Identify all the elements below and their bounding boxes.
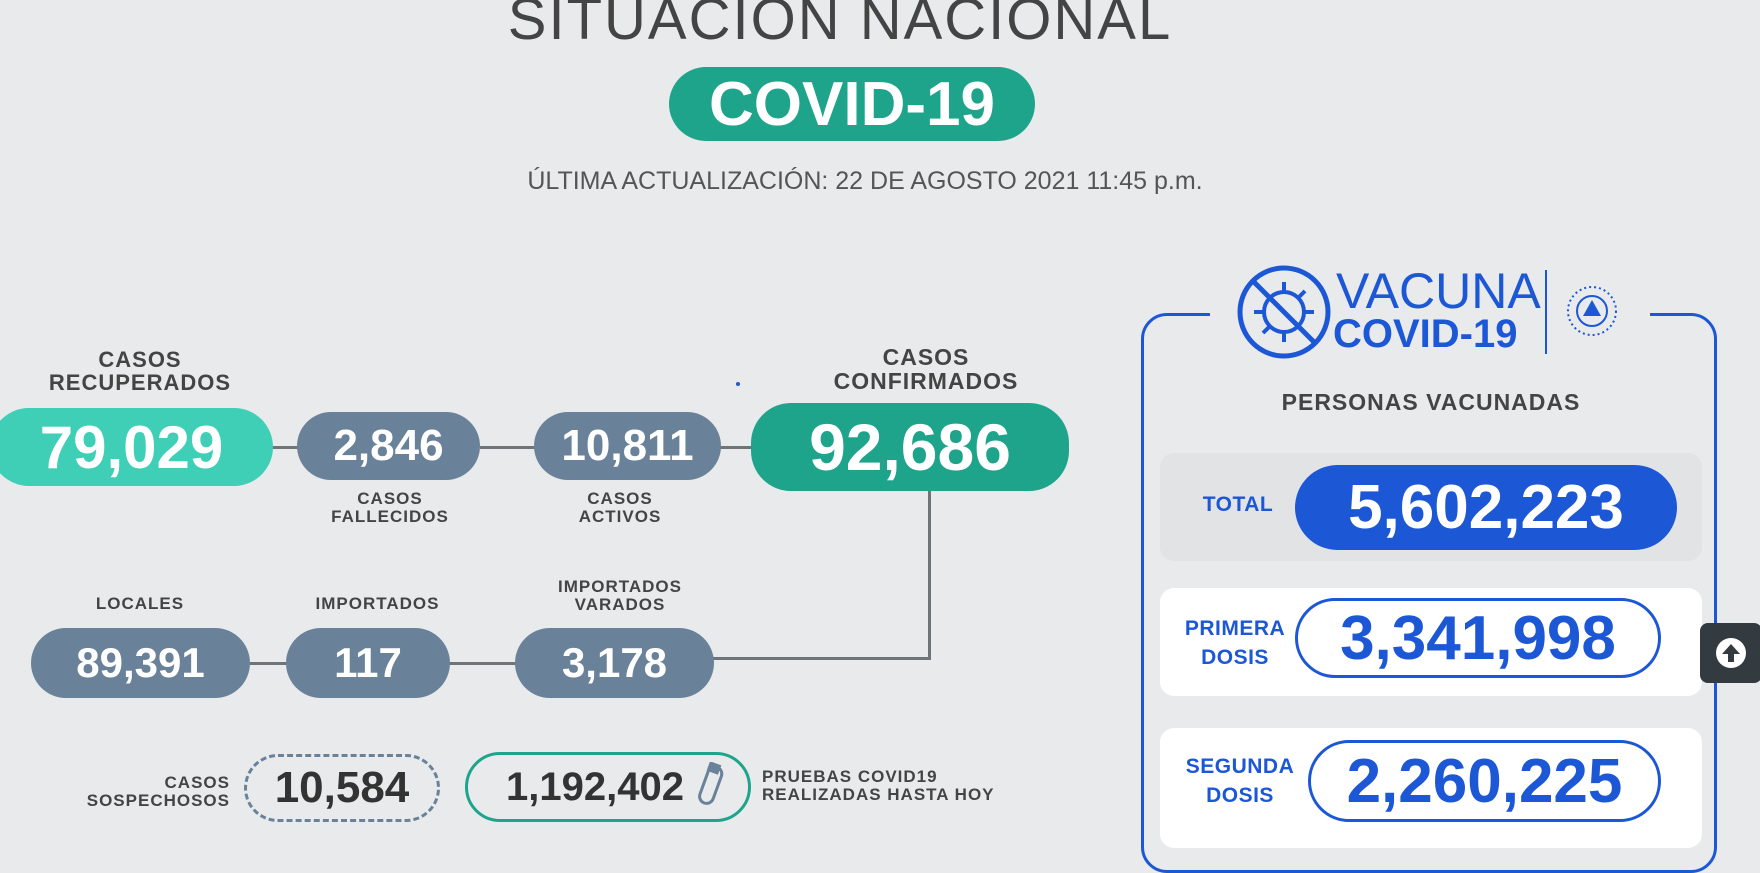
vaccinated-heading: PERSONAS VACUNADAS xyxy=(1281,389,1581,415)
fallecidos-value: 2,846 xyxy=(297,412,480,480)
test-tube-icon xyxy=(690,762,724,812)
connector-line xyxy=(480,446,535,449)
vaccine-logo-bottom: COVID-19 xyxy=(1333,312,1518,356)
locales-value: 89,391 xyxy=(31,628,250,698)
primera-box xyxy=(1160,588,1702,696)
primera-value: 3,341,998 xyxy=(1295,598,1661,678)
recuperados-value: 79,029 xyxy=(0,408,273,486)
activos-value: 10,811 xyxy=(534,412,721,480)
importados-value: 117 xyxy=(286,628,450,698)
virus-crossed-icon xyxy=(1236,264,1332,360)
sospechosos-label: CASOS SOSPECHOSOS xyxy=(86,773,230,810)
pruebas-value: 1,192,402 xyxy=(506,764,684,809)
connector-line xyxy=(713,657,931,660)
segunda-label: SEGUNDA DOSIS xyxy=(1185,755,1295,808)
connector-line xyxy=(250,662,288,665)
recuperados-label: CASOS RECUPERADOS xyxy=(48,347,232,396)
fallecidos-label: CASOS FALLECIDOS xyxy=(331,489,449,526)
activos-label: CASOS ACTIVOS xyxy=(578,489,662,526)
confirmados-label: CASOS CONFIRMADOS xyxy=(833,344,1019,395)
arrow-up-circle-icon xyxy=(1714,636,1748,670)
page-title: SITUACIÓN NACIONAL xyxy=(507,0,1173,52)
pruebas-label: PRUEBAS COVID19 REALIZADAS HASTA HOY xyxy=(762,767,995,804)
connector-line xyxy=(270,446,300,449)
varados-label: IMPORTADOS VARADOS xyxy=(558,577,682,614)
scroll-top-button[interactable] xyxy=(1700,623,1760,683)
el-salvador-seal-icon xyxy=(1565,284,1619,338)
connector-line xyxy=(928,488,931,660)
vaccine-logo-top: VACUNA xyxy=(1336,263,1541,319)
importados-label: IMPORTADOS xyxy=(315,594,440,613)
stray-dot xyxy=(736,382,740,386)
locales-label: LOCALES xyxy=(95,594,185,613)
last-updated: ÚLTIMA ACTUALIZACIÓN: 22 DE AGOSTO 2021 … xyxy=(527,167,1203,195)
connector-line xyxy=(448,662,516,665)
total-label: TOTAL xyxy=(1202,493,1274,516)
varados-value: 3,178 xyxy=(515,628,714,698)
pruebas-pill: 1,192,402 xyxy=(465,752,751,822)
segunda-value: 2,260,225 xyxy=(1308,740,1661,822)
covid-badge: COVID-19 xyxy=(669,67,1035,141)
confirmados-value: 92,686 xyxy=(751,403,1069,491)
sospechosos-value: 10,584 xyxy=(244,754,440,822)
primera-label: PRIMERA DOSIS xyxy=(1184,617,1286,670)
connector-line xyxy=(720,446,755,449)
total-value: 5,602,223 xyxy=(1295,465,1677,550)
logo-divider xyxy=(1545,270,1547,354)
